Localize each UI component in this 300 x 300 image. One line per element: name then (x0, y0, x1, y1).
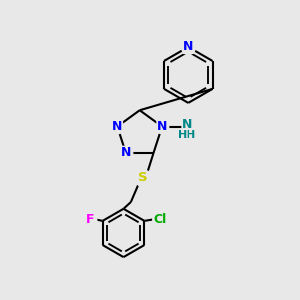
Text: H: H (178, 130, 187, 140)
Text: N: N (121, 146, 131, 159)
Text: F: F (86, 213, 94, 226)
Text: N: N (183, 40, 194, 53)
Text: Cl: Cl (153, 213, 166, 226)
Text: N: N (182, 118, 192, 131)
Text: N: N (157, 120, 167, 133)
Text: S: S (138, 171, 148, 184)
Text: N: N (112, 120, 122, 133)
Text: H: H (186, 130, 195, 140)
